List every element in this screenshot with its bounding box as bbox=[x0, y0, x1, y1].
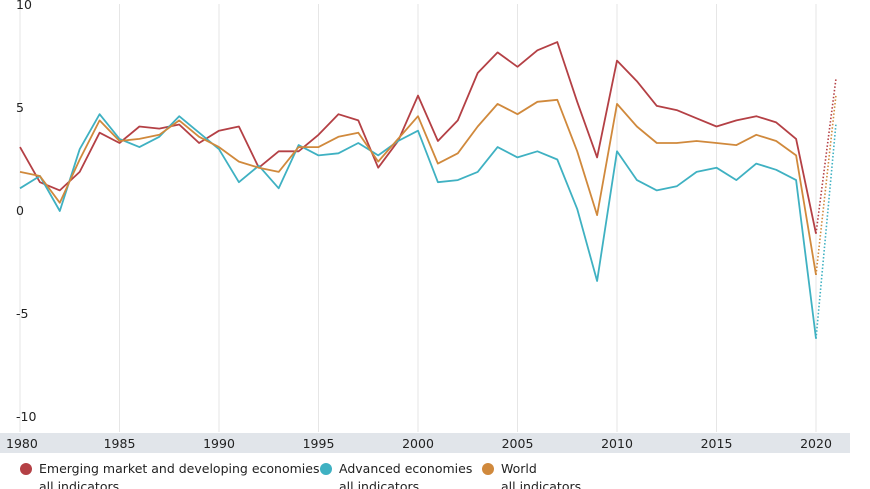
series-line-1 bbox=[19, 113, 817, 339]
x-tick-label: 1980 bbox=[6, 436, 38, 451]
legend-marker-icon bbox=[20, 463, 32, 475]
y-tick-label: 5 bbox=[16, 100, 24, 115]
legend-label: World bbox=[501, 461, 537, 476]
grid-lines bbox=[19, 4, 817, 432]
y-tick-label: 10 bbox=[16, 0, 32, 12]
series-projection-2 bbox=[815, 95, 837, 275]
x-tick-label: 2015 bbox=[701, 436, 733, 451]
legend-sublabel: all indicators bbox=[501, 479, 582, 489]
y-tick-label: 0 bbox=[16, 203, 24, 218]
series-lines bbox=[19, 41, 837, 339]
series-projection-1 bbox=[815, 124, 837, 339]
x-axis: 1980 1985 1990 1995 2000 2005 2010 2015 2020 bbox=[0, 433, 850, 453]
x-tick-label: 1985 bbox=[104, 436, 136, 451]
y-axis: 10 5 0 -5 -10 bbox=[16, 0, 36, 424]
legend-label: Emerging market and developing economies bbox=[39, 461, 320, 476]
series-projection-0 bbox=[815, 79, 837, 234]
x-tick-label: 2020 bbox=[800, 436, 832, 451]
x-tick-label: 2000 bbox=[402, 436, 434, 451]
x-tick-label: 1990 bbox=[203, 436, 235, 451]
legend: Emerging market and developing economies… bbox=[20, 461, 870, 489]
x-tick-label: 1995 bbox=[303, 436, 335, 451]
series-line-0 bbox=[19, 41, 817, 234]
legend-sublabel: all indicators bbox=[339, 479, 420, 489]
y-tick-label: -5 bbox=[16, 306, 28, 321]
line-chart: 1980 1985 1990 1995 2000 2005 2010 2015 2020 10 5… bbox=[0, 0, 850, 453]
legend-sublabel: all indicators bbox=[39, 479, 120, 489]
series-line-2 bbox=[19, 98, 817, 276]
legend-marker-icon bbox=[320, 463, 332, 475]
y-tick-label: -10 bbox=[16, 409, 36, 424]
x-tick-label: 2005 bbox=[502, 436, 534, 451]
x-axis-band bbox=[0, 433, 850, 453]
legend-label: Advanced economies bbox=[339, 461, 473, 476]
legend-marker-icon bbox=[482, 463, 494, 475]
x-tick-label: 2010 bbox=[601, 436, 633, 451]
